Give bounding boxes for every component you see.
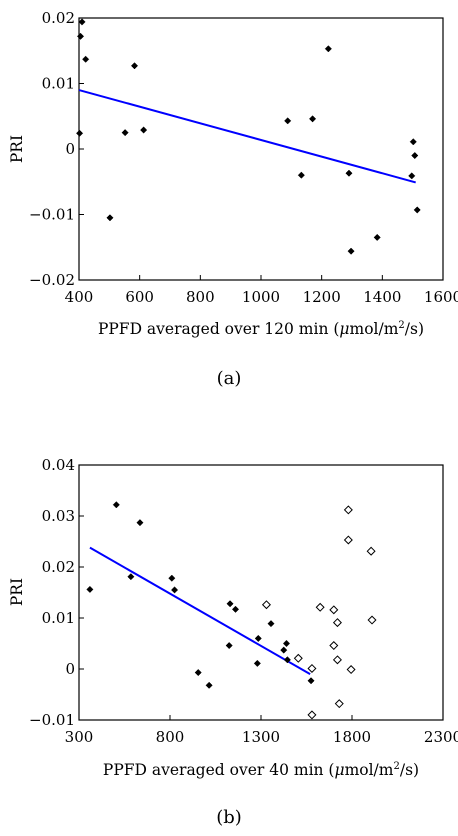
data-point-filled xyxy=(205,681,213,689)
data-point-filled xyxy=(130,62,139,70)
data-point-filled xyxy=(283,656,291,664)
x-tick-label: 1000 xyxy=(242,288,280,306)
x-tick-label: 1400 xyxy=(363,288,401,306)
data-point-filled xyxy=(121,129,129,137)
data-point-open xyxy=(346,665,356,675)
data-point-filled xyxy=(345,169,353,177)
data-point-open xyxy=(261,600,271,610)
data-point-filled xyxy=(373,233,381,241)
data-point-open xyxy=(307,710,317,720)
x-tick-label: 1300 xyxy=(242,728,280,746)
data-marks-b xyxy=(86,501,377,720)
data-point-filled xyxy=(226,600,234,608)
data-point-filled xyxy=(254,634,262,642)
data-point-open xyxy=(334,699,344,709)
data-point-filled xyxy=(76,129,84,137)
y-tick-label: 0 xyxy=(65,660,75,678)
data-point-filled xyxy=(82,55,90,63)
y-axis-label-b: PRI xyxy=(8,578,26,606)
x-tick-label: 1800 xyxy=(333,728,371,746)
data-point-filled xyxy=(76,32,85,40)
data-point-open xyxy=(315,602,325,612)
data-point-filled xyxy=(267,620,275,628)
data-point-open xyxy=(293,653,303,663)
y-tick-label: 0.04 xyxy=(42,456,75,474)
data-point-filled xyxy=(231,605,240,613)
data-point-open xyxy=(343,535,353,545)
x-tick-label: 300 xyxy=(65,728,94,746)
y-tick-label: 0.02 xyxy=(42,558,75,576)
data-point-filled xyxy=(225,641,233,650)
data-point-filled xyxy=(170,586,179,594)
data-point-filled xyxy=(411,151,419,160)
data-point-filled xyxy=(280,646,288,654)
fit-line xyxy=(89,546,311,675)
x-tick-label: 400 xyxy=(65,288,94,306)
data-point-filled xyxy=(253,659,261,667)
plot-frame-b xyxy=(78,464,444,721)
data-marks-a xyxy=(76,18,421,255)
x-tick-label: 1200 xyxy=(303,288,341,306)
data-point-open xyxy=(367,615,377,625)
data-point-open xyxy=(366,546,376,556)
data-point-filled xyxy=(78,18,86,26)
data-point-open xyxy=(307,663,317,673)
y-tick-label: −0.01 xyxy=(29,711,75,729)
data-point-filled xyxy=(282,639,291,648)
x-axis-b: 300 800 1300 1800 2300 xyxy=(65,715,458,746)
data-point-filled xyxy=(140,126,148,134)
data-point-filled xyxy=(409,138,417,146)
y-tick-label: 0.01 xyxy=(42,75,75,93)
caption-a: (a) xyxy=(217,368,242,389)
plot-frame-a xyxy=(78,17,444,281)
data-point-filled xyxy=(112,501,120,509)
data-point-filled xyxy=(297,171,305,179)
caption-b: (b) xyxy=(216,807,242,828)
data-point-filled xyxy=(194,669,202,677)
x-tick-label: 1600 xyxy=(424,288,458,306)
x-axis-label-b: PPFD averaged over 40 min (μmol/m2/s) xyxy=(103,761,419,779)
y-tick-label: −0.01 xyxy=(29,206,75,224)
chart-panel-a: −0.02 −0.01 0 0.01 0.02 400 600 800 1000 1200 140… xyxy=(8,9,458,389)
y-tick-label: −0.02 xyxy=(29,271,75,289)
y-tick-label: 0 xyxy=(65,140,75,158)
x-tick-label: 600 xyxy=(125,288,154,306)
y-axis-a: −0.02 −0.01 0 0.01 0.02 xyxy=(29,9,84,289)
data-point-filled xyxy=(324,45,332,53)
chart-panel-b: −0.01 0 0.01 0.02 0.03 0.04 300 800 1300 1800 230… xyxy=(8,456,458,828)
y-axis-label-a: PRI xyxy=(8,135,26,163)
x-tick-label: 800 xyxy=(186,288,215,306)
fit-line xyxy=(78,89,416,184)
y-axis-b: −0.01 0 0.01 0.02 0.03 0.04 xyxy=(29,456,84,729)
data-point-open xyxy=(332,655,342,665)
data-point-filled xyxy=(347,247,355,255)
data-point-filled xyxy=(106,214,114,222)
data-point-filled xyxy=(127,573,135,581)
data-point-filled xyxy=(136,519,144,527)
y-tick-label: 0.02 xyxy=(42,9,75,27)
data-point-filled xyxy=(307,677,315,685)
y-tick-label: 0.01 xyxy=(42,609,75,627)
x-tick-label: 800 xyxy=(156,728,185,746)
data-point-open xyxy=(343,505,353,515)
data-point-filled xyxy=(284,117,292,125)
y-tick-label: 0.03 xyxy=(42,507,75,525)
x-tick-label: 2300 xyxy=(424,728,458,746)
data-point-filled xyxy=(413,206,421,214)
data-point-filled xyxy=(408,172,416,180)
x-axis-a: 400 600 800 1000 1200 1400 1600 xyxy=(65,275,458,306)
data-point-open xyxy=(332,618,342,628)
x-axis-label-a: PPFD averaged over 120 min (μmol/m2/s) xyxy=(98,320,424,338)
data-point-open xyxy=(329,605,339,615)
data-point-filled xyxy=(86,585,94,593)
data-point-filled xyxy=(309,115,317,123)
data-point-open xyxy=(329,641,339,651)
data-point-filled xyxy=(168,574,176,582)
